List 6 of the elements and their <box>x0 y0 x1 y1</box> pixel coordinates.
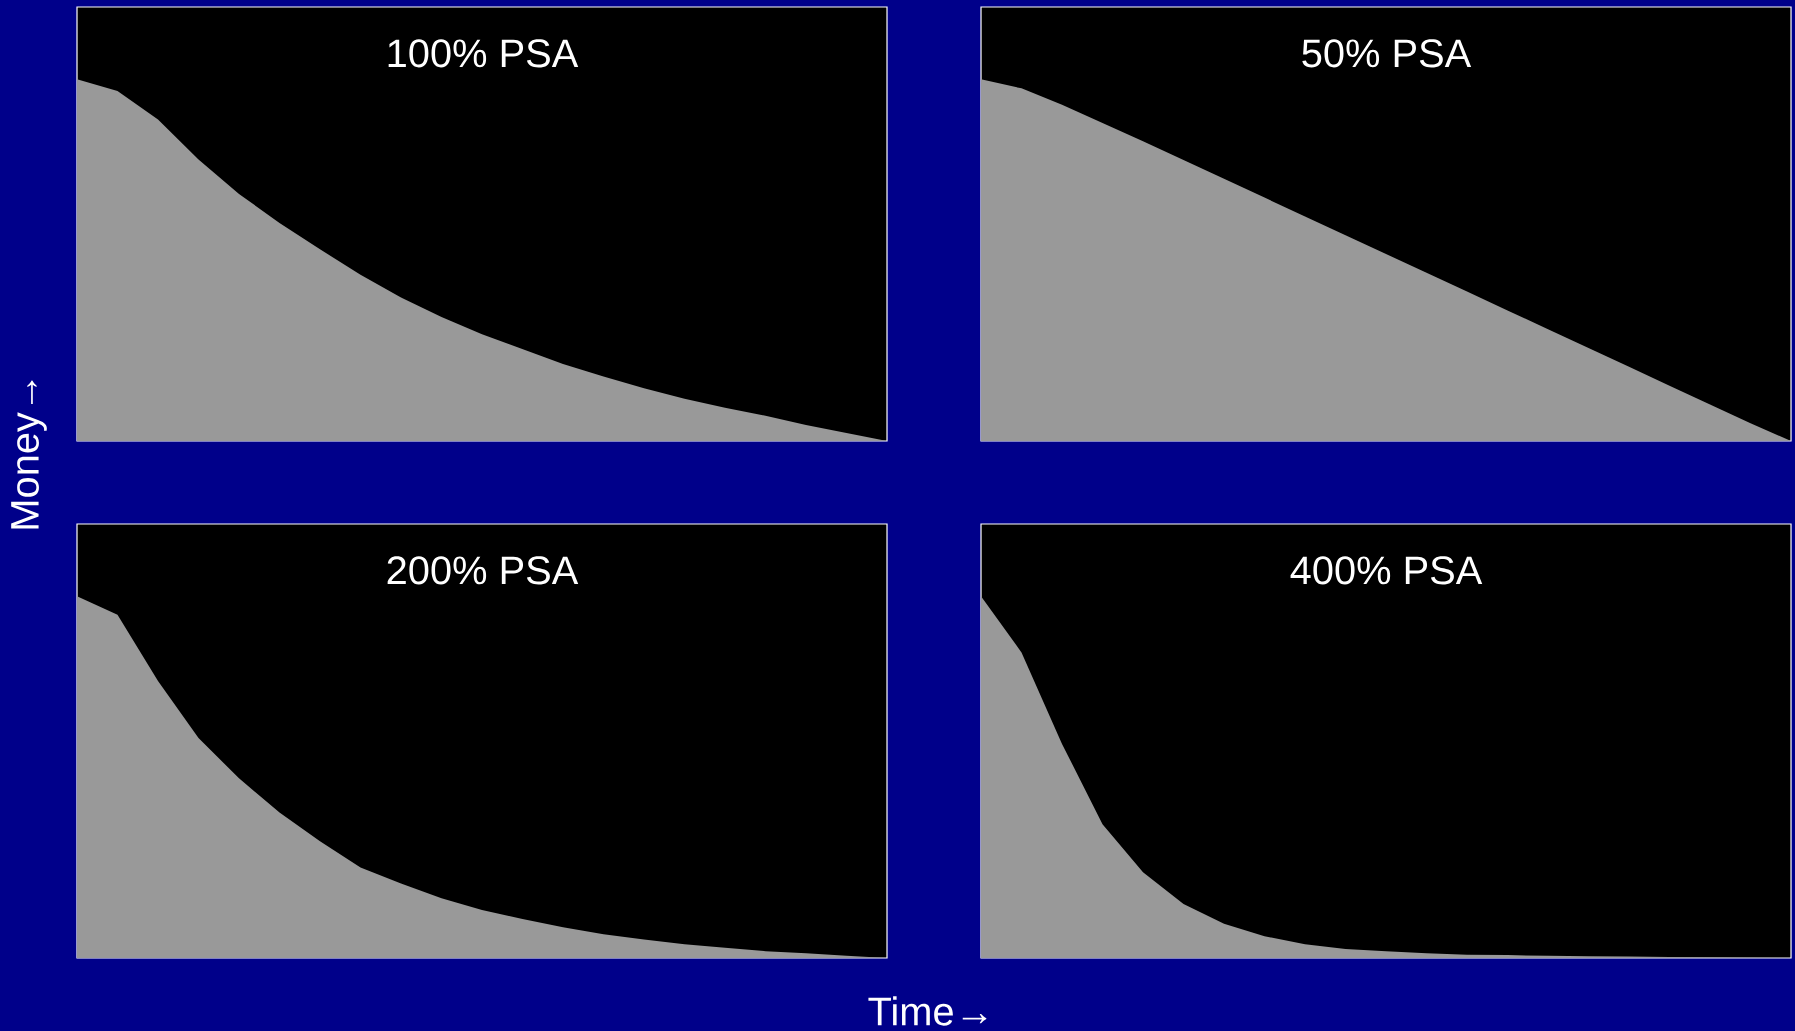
y-axis-title: Money→ <box>11 380 47 529</box>
chart-title: 100% PSA <box>388 39 579 68</box>
chart-title: 50% PSA <box>1302 39 1472 68</box>
chart-title: 200% PSA <box>387 556 579 585</box>
chart-title: 400% PSA <box>1290 556 1483 585</box>
x-axis-title: Time→ <box>868 996 987 1026</box>
